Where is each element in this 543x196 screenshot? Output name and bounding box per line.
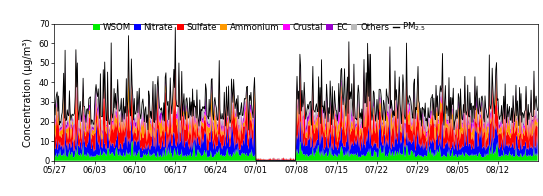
Y-axis label: Concentration (μg/m³): Concentration (μg/m³) [23, 38, 33, 147]
Legend: WSOM, Nitrate, Sulfate, Ammonium, Crustal, EC, Others, PM$_{2.5}$: WSOM, Nitrate, Sulfate, Ammonium, Crusta… [93, 21, 426, 33]
